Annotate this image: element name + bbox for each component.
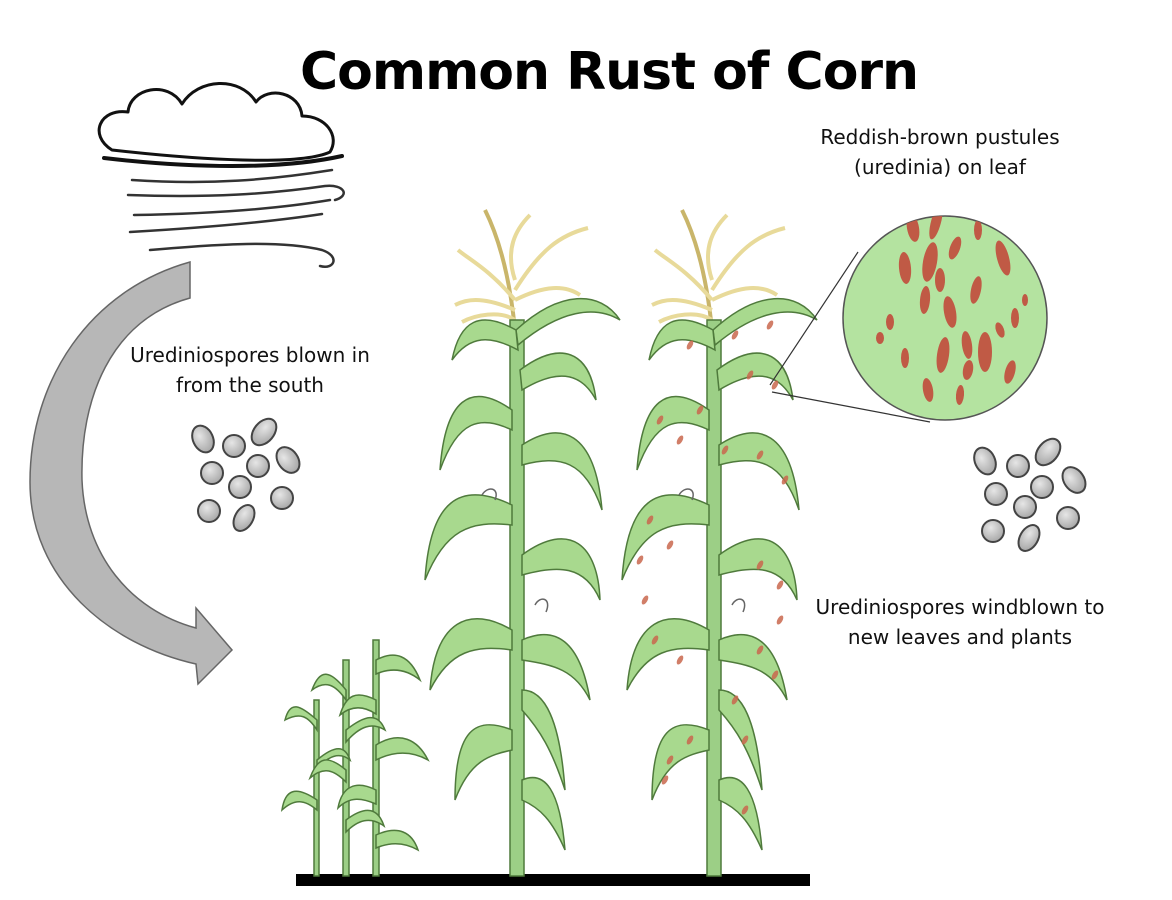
label-line: Urediniospores windblown to — [815, 595, 1105, 619]
pustule-spot — [741, 805, 749, 815]
pustule-spot — [962, 360, 974, 380]
pustule-spot — [771, 670, 779, 680]
pustule-spot — [776, 580, 784, 590]
magnifier-lines — [769, 251, 931, 423]
pustule-spot — [686, 735, 694, 745]
pustule-spot — [731, 330, 739, 340]
diagram-title: Common Rust of Corn — [300, 42, 919, 102]
pustule-spot — [636, 555, 644, 565]
label-windblown: Urediniospores windblown to new leaves a… — [790, 592, 1130, 652]
pustule-spot — [955, 385, 965, 405]
pustule-spot — [922, 378, 934, 402]
pustule-spot — [943, 296, 957, 328]
ground-line — [296, 874, 810, 886]
pustule-spot — [876, 332, 884, 344]
pustule-spot — [756, 560, 764, 570]
pustule-spot — [948, 236, 962, 260]
spore-cluster-icon — [191, 417, 301, 532]
pustule-spot — [995, 322, 1005, 338]
pustule-spot — [922, 242, 938, 282]
pustule-spot — [776, 615, 784, 625]
pustule-spot — [756, 645, 764, 655]
pustule-spot — [974, 220, 982, 240]
tassel-icon — [651, 209, 786, 331]
label-line: (uredinia) on leaf — [854, 155, 1026, 179]
pustule-spot — [771, 380, 779, 390]
pustule-spot — [696, 405, 704, 415]
pustule-spot — [676, 435, 684, 445]
rust-pustules — [636, 320, 789, 815]
infected-corn-plant — [621, 209, 818, 877]
pustule-spot — [656, 415, 664, 425]
tassel-icon — [454, 209, 589, 331]
pustule-spot — [886, 314, 894, 330]
pustule-spot — [756, 450, 764, 460]
pustule-spot — [741, 735, 749, 745]
pustule-spot — [970, 276, 982, 304]
label-line: Urediniospores blown in — [130, 343, 370, 367]
pustule-spot — [978, 332, 992, 372]
pustule-spot — [686, 340, 694, 350]
pustule-spot — [781, 475, 789, 485]
pustule-spot — [1004, 360, 1016, 384]
curved-arrow-icon — [29, 261, 234, 686]
pustule-spot — [1011, 308, 1019, 328]
pustule-spot — [766, 320, 774, 330]
pustule-spot — [901, 348, 909, 368]
label-spores-south: Urediniospores blown in from the south — [100, 340, 400, 400]
magnified-leaf-icon — [842, 215, 1048, 421]
pustule-spot — [676, 655, 684, 665]
pustule-spot — [935, 268, 945, 292]
pustule-spot — [661, 775, 669, 785]
pustule-spot — [936, 337, 950, 373]
label-line: new leaves and plants — [847, 625, 1073, 649]
pustule-spot — [746, 370, 754, 380]
pustule-spot — [651, 635, 659, 645]
pustule-spot — [666, 540, 674, 550]
pustule-spot — [929, 216, 943, 240]
pustule-spot — [898, 252, 912, 284]
label-line: from the south — [176, 373, 324, 397]
pustule-spot — [919, 286, 931, 314]
label-pustules: Reddish-brown pustules (uredinia) on lea… — [790, 122, 1090, 182]
pustule-spot — [1022, 294, 1028, 306]
pustule-spot — [646, 515, 654, 525]
pustule-spot — [961, 331, 973, 359]
pustule-spot — [721, 445, 729, 455]
pustule-spot — [731, 695, 739, 705]
pustule-spot — [666, 755, 674, 765]
spore-cluster-icon — [973, 437, 1087, 552]
label-line: Reddish-brown pustules — [820, 125, 1060, 149]
small-corn-plants — [280, 639, 430, 877]
wind-icon — [126, 168, 345, 268]
pustule-spot — [641, 595, 649, 605]
cloud-icon — [97, 82, 344, 168]
pustule-spot — [995, 240, 1011, 276]
healthy-corn-plant — [424, 209, 621, 877]
